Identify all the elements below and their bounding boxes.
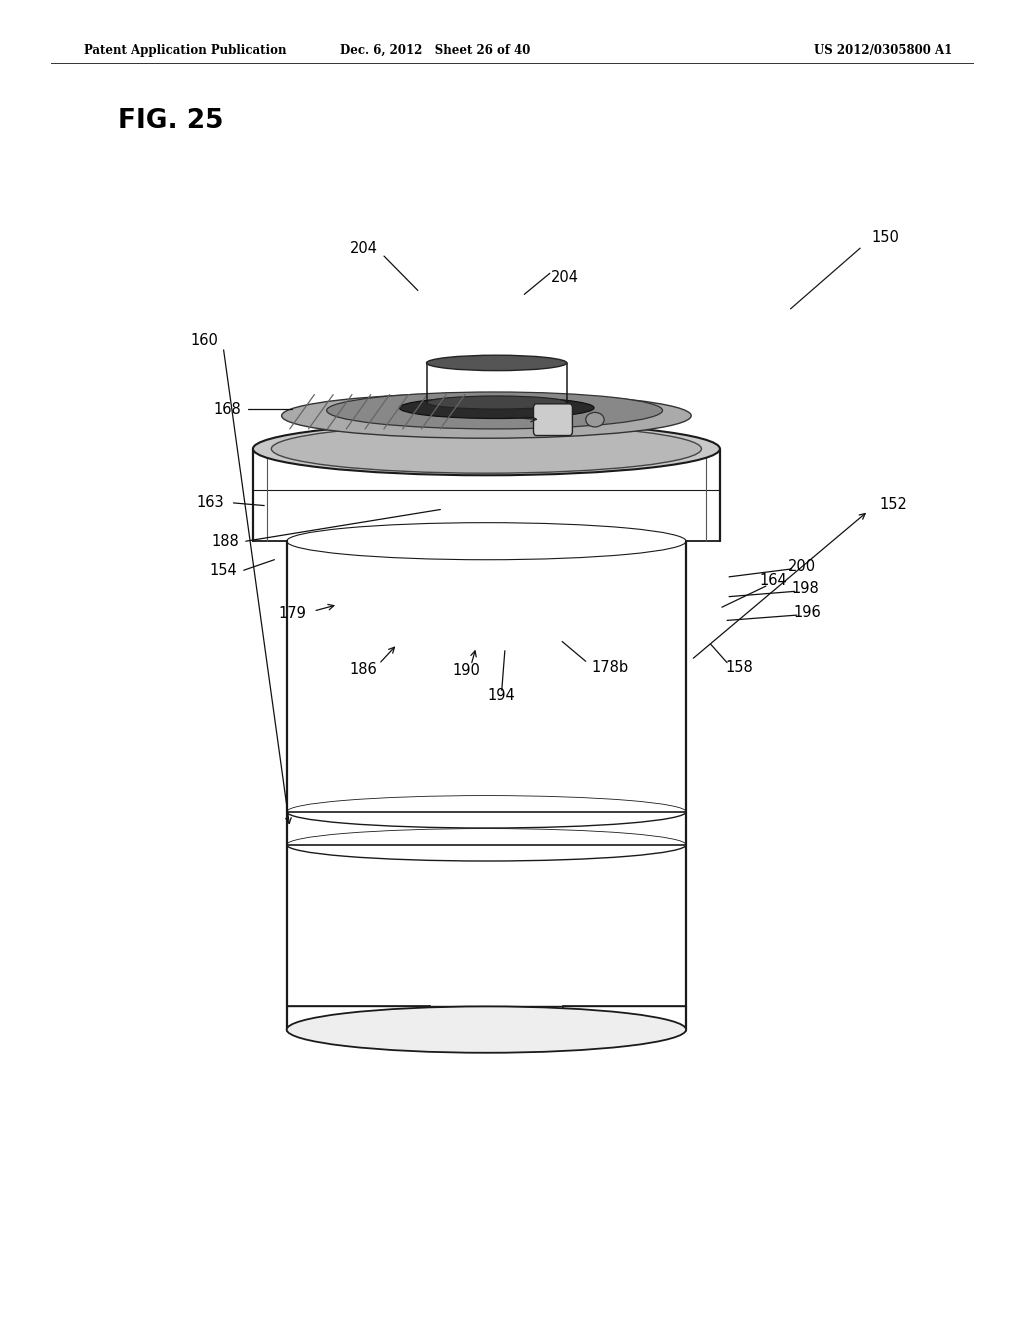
Text: 200: 200 — [787, 558, 816, 574]
Text: 196: 196 — [793, 605, 821, 620]
Text: FIG. 25: FIG. 25 — [118, 108, 223, 135]
Ellipse shape — [327, 392, 663, 429]
Text: 188: 188 — [211, 533, 240, 549]
Text: 164: 164 — [759, 573, 787, 589]
Text: 152: 152 — [879, 496, 907, 512]
Text: Patent Application Publication: Patent Application Publication — [84, 44, 287, 57]
Ellipse shape — [253, 422, 720, 475]
Text: 150: 150 — [871, 230, 900, 246]
Text: 204: 204 — [349, 240, 378, 256]
Ellipse shape — [287, 1006, 686, 1053]
Ellipse shape — [399, 397, 594, 418]
Ellipse shape — [427, 396, 566, 409]
Text: Dec. 6, 2012   Sheet 26 of 40: Dec. 6, 2012 Sheet 26 of 40 — [340, 44, 530, 57]
Ellipse shape — [586, 412, 604, 426]
Text: 160: 160 — [190, 333, 219, 348]
Text: 204: 204 — [551, 269, 580, 285]
Ellipse shape — [427, 355, 566, 371]
Text: 179: 179 — [279, 606, 307, 622]
Ellipse shape — [282, 393, 691, 438]
Text: 168: 168 — [213, 401, 242, 417]
Text: 194: 194 — [487, 688, 516, 704]
Text: 198: 198 — [791, 581, 819, 597]
FancyBboxPatch shape — [534, 404, 572, 436]
Text: 178b: 178b — [592, 660, 629, 676]
Text: 190: 190 — [452, 663, 480, 678]
Ellipse shape — [271, 425, 701, 473]
Text: 186: 186 — [349, 661, 378, 677]
Text: US 2012/0305800 A1: US 2012/0305800 A1 — [814, 44, 952, 57]
Text: 154: 154 — [209, 562, 238, 578]
Text: 158: 158 — [725, 660, 754, 676]
Text: 163: 163 — [197, 495, 223, 511]
